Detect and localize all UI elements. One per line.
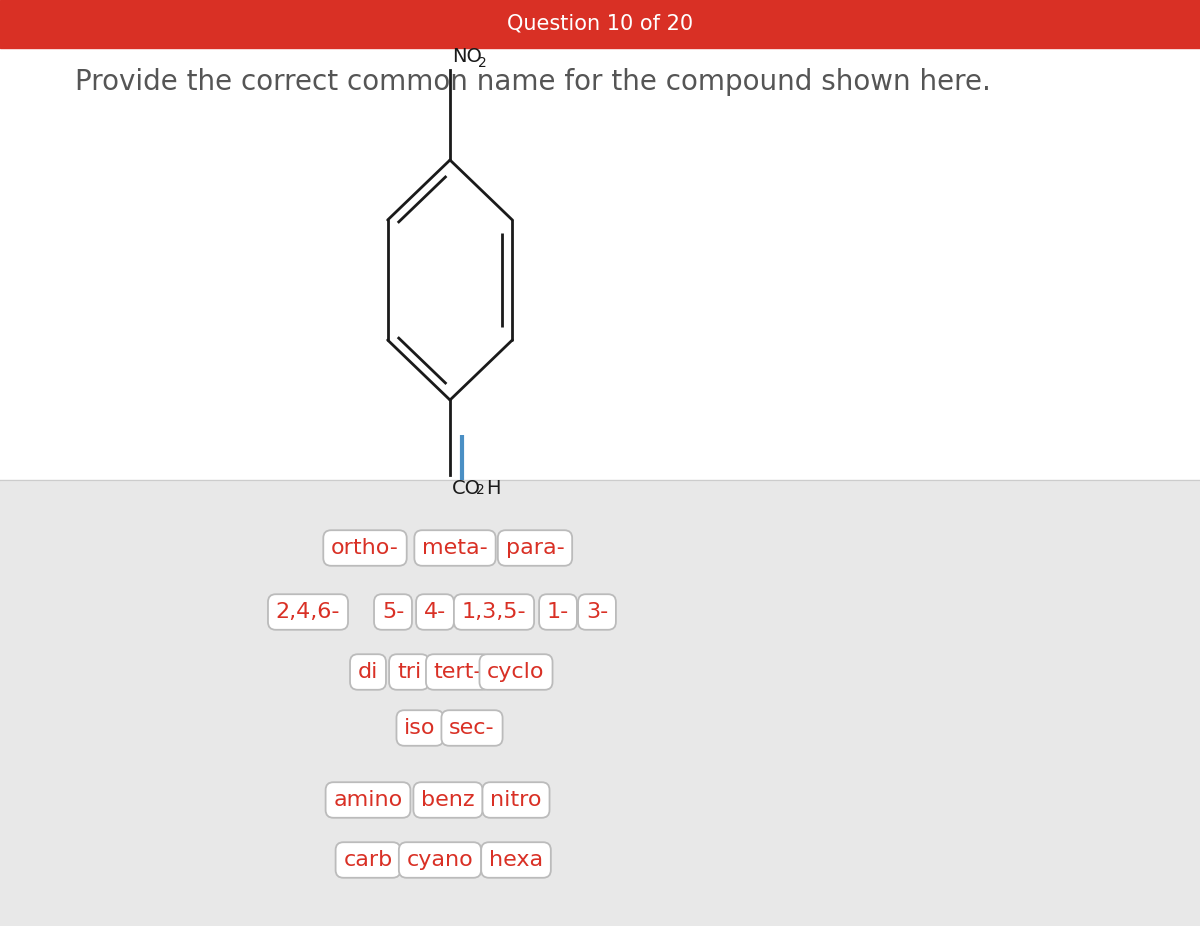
Bar xyxy=(0,48,1200,480)
Text: 2: 2 xyxy=(478,56,487,70)
Text: iso: iso xyxy=(404,718,436,738)
Text: meta-: meta- xyxy=(422,538,488,558)
Bar xyxy=(0,0,1200,48)
Text: hexa: hexa xyxy=(488,850,544,870)
Text: 3-: 3- xyxy=(586,602,608,622)
Text: 2,4,6-: 2,4,6- xyxy=(276,602,341,622)
Text: 1,3,5-: 1,3,5- xyxy=(462,602,527,622)
Text: nitro: nitro xyxy=(491,790,541,810)
Text: NO: NO xyxy=(452,47,482,66)
Text: CO: CO xyxy=(452,479,481,498)
Text: carb: carb xyxy=(343,850,392,870)
Text: cyclo: cyclo xyxy=(487,662,545,682)
Text: tri: tri xyxy=(397,662,421,682)
Bar xyxy=(0,480,1200,926)
Text: benz: benz xyxy=(421,790,475,810)
Text: di: di xyxy=(358,662,378,682)
Text: H: H xyxy=(486,479,500,498)
Text: tert-: tert- xyxy=(433,662,482,682)
Text: Question 10 of 20: Question 10 of 20 xyxy=(506,14,694,34)
Text: ortho-: ortho- xyxy=(331,538,398,558)
Text: amino: amino xyxy=(334,790,403,810)
Text: 4-: 4- xyxy=(424,602,446,622)
Text: Provide the correct common name for the compound shown here.: Provide the correct common name for the … xyxy=(74,68,991,96)
Text: para-: para- xyxy=(505,538,564,558)
Text: 1-: 1- xyxy=(547,602,569,622)
Text: 2: 2 xyxy=(476,483,485,497)
Text: sec-: sec- xyxy=(449,718,494,738)
Text: cyano: cyano xyxy=(407,850,473,870)
Text: 5-: 5- xyxy=(382,602,404,622)
